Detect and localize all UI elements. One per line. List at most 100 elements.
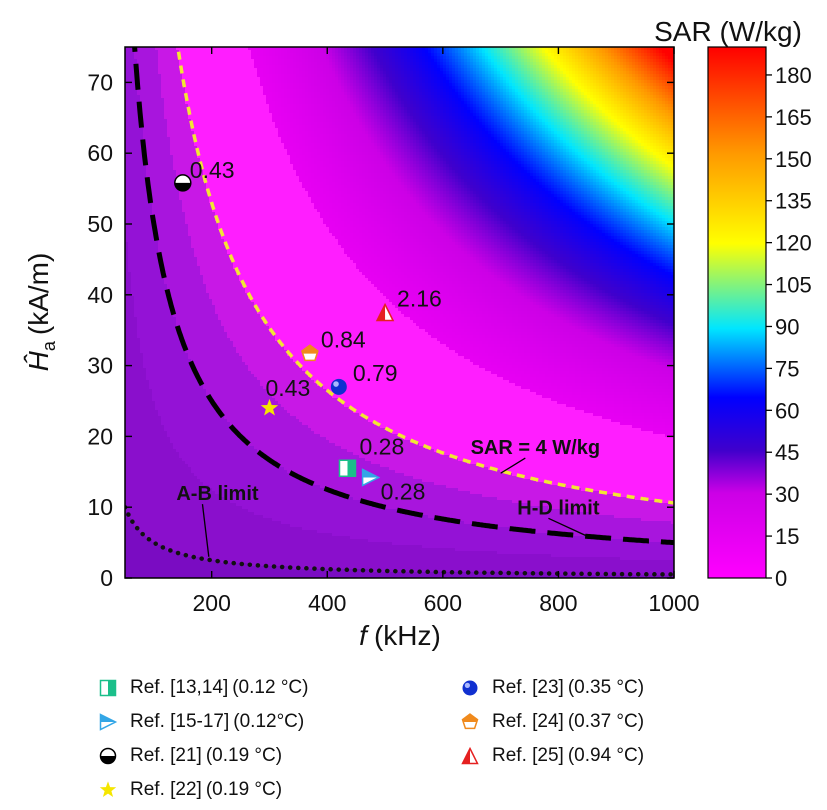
- heatmap-cell: [131, 542, 135, 546]
- heatmap-cell: [164, 539, 168, 543]
- heatmap-cell: [149, 56, 153, 60]
- heatmap-cell: [155, 371, 159, 375]
- heatmap-cell: [182, 359, 186, 363]
- heatmap-cell: [188, 269, 192, 273]
- heatmap-cell: [188, 461, 192, 465]
- heatmap-cell: [203, 218, 207, 222]
- heatmap-cell: [158, 302, 162, 306]
- heatmap-cell: [155, 254, 159, 258]
- heatmap-cell: [158, 218, 162, 222]
- heatmap-cell: [131, 224, 135, 228]
- heatmap-cell: [128, 92, 132, 96]
- heatmap-cell: [128, 266, 132, 270]
- heatmap-cell: [131, 230, 135, 234]
- heatmap-cell: [149, 305, 153, 309]
- heatmap-cell: [206, 92, 210, 96]
- heatmap-cell: [131, 527, 135, 531]
- heatmap-cell: [200, 212, 204, 216]
- heatmap-cell: [167, 569, 171, 573]
- heatmap-cell: [155, 395, 159, 399]
- heatmap-cell: [161, 98, 165, 102]
- heatmap-cell: [206, 419, 210, 423]
- heatmap-cell: [200, 452, 204, 456]
- heatmap-cell: [191, 398, 195, 402]
- heatmap-cell: [179, 200, 183, 204]
- heatmap-cell: [149, 119, 153, 123]
- heatmap-cell: [143, 311, 147, 315]
- heatmap-cell: [161, 287, 165, 291]
- heatmap-cell: [167, 167, 171, 171]
- heatmap-cell: [191, 452, 195, 456]
- heatmap-cell: [194, 164, 198, 168]
- heatmap-cell: [170, 200, 174, 204]
- heatmap-cell: [155, 299, 159, 303]
- heatmap-cell: [155, 539, 159, 543]
- heatmap-cell: [182, 125, 186, 129]
- heatmap-cell: [158, 341, 162, 345]
- heatmap-cell: [146, 464, 150, 468]
- heatmap-cell: [170, 575, 174, 578]
- heatmap-cell: [191, 212, 195, 216]
- heatmap-cell: [131, 560, 135, 564]
- heatmap-cell: [179, 485, 183, 489]
- heatmap-cell: [170, 452, 174, 456]
- heatmap-cell: [203, 215, 207, 219]
- heatmap-cell: [152, 419, 156, 423]
- heatmap-cell: [197, 407, 201, 411]
- heatmap-cell: [194, 521, 198, 525]
- heatmap-cell: [176, 263, 180, 267]
- heatmap-cell: [125, 305, 129, 309]
- heatmap-cell: [182, 281, 186, 285]
- heatmap-cell: [125, 287, 129, 291]
- heatmap-cell: [143, 110, 147, 114]
- heatmap-cell: [161, 302, 165, 306]
- heatmap-cell: [152, 446, 156, 450]
- heatmap-cell: [206, 221, 210, 225]
- heatmap-cell: [170, 332, 174, 336]
- heatmap-cell: [197, 335, 201, 339]
- heatmap-cell: [185, 530, 189, 534]
- heatmap-cell: [137, 161, 141, 165]
- heatmap-cell: [194, 431, 198, 435]
- heatmap-cell: [143, 479, 147, 483]
- heatmap-cell: [203, 527, 207, 531]
- heatmap-cell: [134, 236, 138, 240]
- heatmap-cell: [134, 377, 138, 381]
- heatmap-cell: [143, 461, 147, 465]
- heatmap-cell: [188, 281, 192, 285]
- heatmap-cell: [131, 263, 135, 267]
- heatmap-cell: [185, 485, 189, 489]
- heatmap-cell: [143, 131, 147, 135]
- heatmap-cell: [173, 50, 177, 54]
- heatmap-cell: [137, 464, 141, 468]
- heatmap-cell: [182, 569, 186, 573]
- heatmap-cell: [131, 383, 135, 387]
- heatmap-cell: [206, 326, 210, 330]
- heatmap-cell: [155, 149, 159, 153]
- heatmap-cell: [188, 380, 192, 384]
- heatmap-cell: [197, 47, 201, 51]
- heatmap-cell: [143, 53, 147, 57]
- heatmap-cell: [152, 278, 156, 282]
- heatmap-cell: [131, 203, 135, 207]
- heatmap-cell: [131, 344, 135, 348]
- heatmap-cell: [140, 290, 144, 294]
- heatmap-cell: [185, 512, 189, 516]
- heatmap-cell: [188, 170, 192, 174]
- heatmap-cell: [206, 410, 210, 414]
- heatmap-cell: [143, 320, 147, 324]
- heatmap-cell: [200, 446, 204, 450]
- heatmap-cell: [158, 293, 162, 297]
- heatmap-cell: [188, 338, 192, 342]
- heatmap-cell: [173, 152, 177, 156]
- heatmap-cell: [143, 524, 147, 528]
- heatmap-cell: [206, 401, 210, 405]
- heatmap-cell: [182, 518, 186, 522]
- heatmap-cell: [182, 446, 186, 450]
- heatmap-cell: [176, 497, 180, 501]
- heatmap-cell: [161, 467, 165, 471]
- heatmap-cell: [146, 329, 150, 333]
- heatmap-cell: [140, 251, 144, 255]
- heatmap-cell: [164, 119, 168, 123]
- heatmap-cell: [152, 413, 156, 417]
